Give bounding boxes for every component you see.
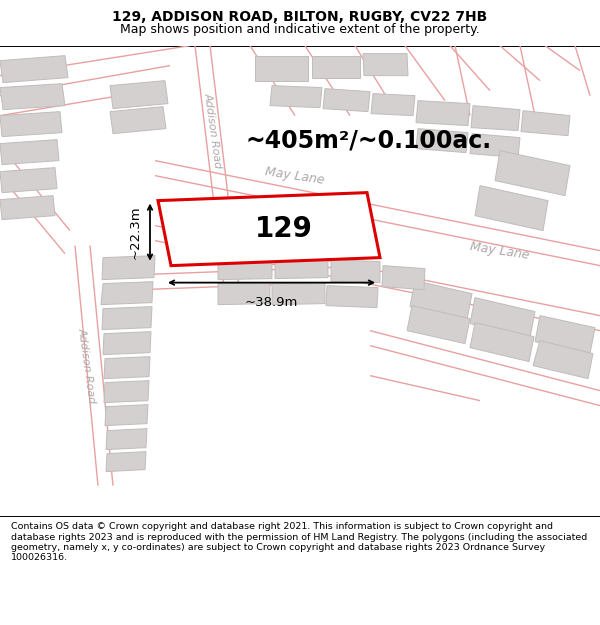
Polygon shape (103, 332, 151, 354)
Polygon shape (363, 54, 408, 76)
Polygon shape (470, 134, 520, 158)
Polygon shape (0, 139, 59, 164)
Polygon shape (218, 257, 272, 279)
Text: May Lane: May Lane (469, 240, 530, 261)
Polygon shape (0, 56, 68, 82)
Polygon shape (312, 56, 360, 78)
Polygon shape (0, 168, 57, 192)
Polygon shape (535, 316, 595, 354)
Polygon shape (0, 196, 55, 219)
Polygon shape (110, 107, 166, 134)
Polygon shape (218, 282, 270, 304)
Polygon shape (410, 281, 472, 319)
Polygon shape (104, 381, 149, 402)
Polygon shape (0, 112, 62, 137)
Polygon shape (255, 56, 308, 81)
Polygon shape (101, 282, 153, 304)
Polygon shape (382, 266, 425, 289)
Polygon shape (331, 259, 380, 282)
Polygon shape (275, 257, 328, 279)
Polygon shape (407, 306, 470, 344)
Polygon shape (272, 282, 325, 304)
Polygon shape (106, 429, 147, 449)
Polygon shape (270, 86, 322, 107)
Polygon shape (475, 186, 548, 231)
Polygon shape (158, 192, 380, 266)
Polygon shape (471, 106, 520, 131)
Polygon shape (533, 341, 593, 379)
Polygon shape (416, 101, 470, 126)
Text: ~38.9m: ~38.9m (245, 296, 298, 309)
Polygon shape (0, 84, 65, 109)
Polygon shape (495, 151, 570, 196)
Polygon shape (110, 81, 168, 109)
Polygon shape (521, 111, 570, 136)
Polygon shape (323, 89, 370, 112)
Text: Map shows position and indicative extent of the property.: Map shows position and indicative extent… (120, 22, 480, 36)
Polygon shape (326, 286, 378, 308)
Polygon shape (106, 452, 146, 472)
Text: 129: 129 (255, 215, 313, 243)
Polygon shape (102, 307, 152, 329)
Polygon shape (371, 94, 415, 116)
Polygon shape (470, 298, 535, 338)
Text: 129, ADDISON ROAD, BILTON, RUGBY, CV22 7HB: 129, ADDISON ROAD, BILTON, RUGBY, CV22 7… (112, 10, 488, 24)
Text: Contains OS data © Crown copyright and database right 2021. This information is : Contains OS data © Crown copyright and d… (11, 522, 587, 562)
Text: ~405m²/~0.100ac.: ~405m²/~0.100ac. (245, 129, 491, 152)
Text: Addison Road: Addison Road (203, 92, 223, 169)
Polygon shape (470, 322, 534, 362)
Text: Addison Road: Addison Road (77, 327, 97, 404)
Text: May Lane: May Lane (265, 165, 326, 186)
Polygon shape (416, 129, 468, 152)
Text: ~22.3m: ~22.3m (129, 205, 142, 259)
Polygon shape (104, 357, 150, 379)
Polygon shape (105, 404, 148, 426)
Polygon shape (102, 256, 155, 279)
